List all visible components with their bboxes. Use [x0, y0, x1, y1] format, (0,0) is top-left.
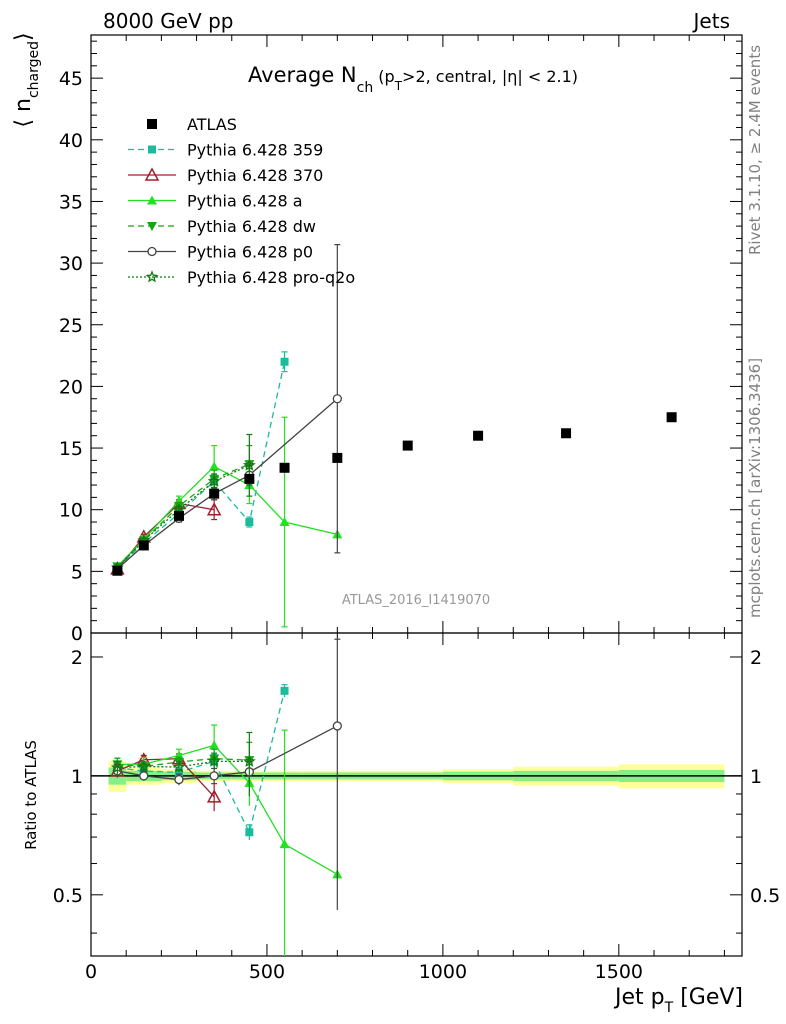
data-point	[279, 839, 290, 849]
data-point	[139, 771, 149, 781]
ratio-panel-frame	[90, 632, 743, 957]
data-point	[209, 488, 220, 499]
data-point	[144, 167, 160, 181]
data-point	[145, 270, 159, 283]
x-tick-label: 1500	[595, 961, 643, 983]
legend-item: Pythia 6.428 370	[128, 166, 323, 185]
legend-label: Pythia 6.428 p0	[187, 243, 313, 262]
data-point	[242, 458, 256, 471]
x-tick-label: 0	[85, 961, 97, 983]
ratio-band-layer	[91, 761, 742, 793]
ratio-y-tick-label: 2	[750, 647, 762, 669]
legend-label: Pythia 6.428 a	[187, 192, 303, 211]
data-point	[206, 789, 222, 803]
ratio-y-tick-label: 1	[71, 766, 83, 788]
y-tick-label: 0	[71, 623, 83, 645]
data-point	[332, 721, 342, 731]
main-data-layer	[110, 244, 677, 628]
data-point	[245, 828, 254, 837]
data-point	[147, 119, 157, 129]
data-point	[666, 412, 677, 423]
data-point	[112, 565, 123, 576]
x-tick-label: 500	[249, 961, 285, 983]
y-tick-label: 40	[59, 130, 83, 152]
data-point	[147, 246, 157, 257]
data-point	[209, 740, 220, 750]
ratio-y-tick-label: 0.5	[53, 885, 83, 907]
data-point	[137, 759, 151, 772]
legend-item: Pythia 6.428 dw	[128, 217, 316, 236]
data-point	[279, 517, 290, 527]
data-point	[148, 145, 156, 154]
series-line	[116, 502, 215, 570]
series-line	[116, 398, 338, 570]
mcplots-label: mcplots.cern.ch [arXiv:1306.3436]	[746, 358, 764, 618]
legend-item: Pythia 6.428 359	[128, 141, 323, 160]
ratio-y-axis-label: Ratio to ATLAS	[22, 740, 40, 850]
legend-item: Pythia 6.428 a	[128, 192, 303, 211]
ratio-data-layer	[110, 638, 343, 956]
ratio-y-tick-label: 2	[71, 647, 83, 669]
data-point	[279, 462, 290, 473]
y-axis-label: ⟨ ncharged⟩	[11, 32, 42, 127]
y-tick-label: 10	[59, 500, 83, 522]
analysis-watermark: ATLAS_2016_I1419070	[342, 593, 490, 608]
data-point	[244, 473, 255, 484]
ratio-series-line	[117, 690, 286, 835]
y-tick-label: 45	[59, 68, 83, 90]
header-left: 8000 GeV pp	[103, 9, 234, 33]
legend-label: Pythia 6.428 359	[187, 141, 323, 160]
data-point	[174, 774, 184, 785]
data-point	[245, 518, 254, 527]
chart-title: Average Nch (pT>2, central, |η| < 2.1)	[248, 63, 578, 96]
y-tick-label: 35	[59, 191, 83, 213]
data-point	[110, 760, 124, 773]
y-tick-label: 30	[59, 253, 83, 275]
data-point	[561, 428, 572, 439]
legend-label: ATLAS	[187, 115, 237, 134]
legend-item: ATLAS	[147, 115, 237, 134]
data-point	[402, 440, 413, 451]
y-tick-label: 5	[71, 561, 83, 583]
legend-label: Pythia 6.428 370	[187, 166, 323, 185]
y-tick-label: 15	[59, 438, 83, 460]
header-right: Jets	[692, 9, 730, 33]
data-point	[332, 394, 342, 404]
data-point	[473, 430, 484, 441]
ratio-y-tick-label: 0.5	[750, 885, 780, 907]
data-point	[172, 760, 186, 773]
data-point	[242, 754, 256, 767]
legend-label: Pythia 6.428 dw	[187, 217, 316, 236]
axes-layer: 0 500 1000 1500 0 5 10 15 20 25 30 35 40 45 0.5 0.5 1 1 2 2	[53, 35, 780, 983]
data-point	[173, 510, 184, 521]
data-point	[280, 686, 289, 695]
y-tick-label: 25	[59, 315, 83, 337]
data-point	[207, 754, 221, 767]
legend-item: Pythia 6.428 pro-q2o	[128, 268, 355, 287]
ratio-y-tick-label: 1	[750, 766, 762, 788]
x-tick-label: 1000	[419, 961, 467, 983]
x-axis-label: Jet pT [GeV]	[613, 985, 743, 1016]
rivet-label: Rivet 3.1.10, ≥ 2.4M events	[746, 45, 764, 255]
data-point	[207, 474, 221, 487]
data-point	[147, 195, 157, 205]
series-line	[116, 465, 338, 567]
data-point	[280, 357, 289, 366]
data-point	[206, 502, 222, 516]
legend: ATLAS Pythia 6.428 359 Pythia 6.428 370 Pyt…	[128, 115, 355, 287]
data-point	[147, 222, 157, 231]
data-point	[209, 771, 219, 781]
legend-item: Pythia 6.428 p0	[128, 243, 313, 262]
data-point	[138, 540, 149, 551]
data-point	[209, 461, 220, 471]
y-tick-label: 20	[59, 376, 83, 398]
legend-label: Pythia 6.428 pro-q2o	[187, 268, 355, 287]
data-point	[332, 452, 343, 463]
